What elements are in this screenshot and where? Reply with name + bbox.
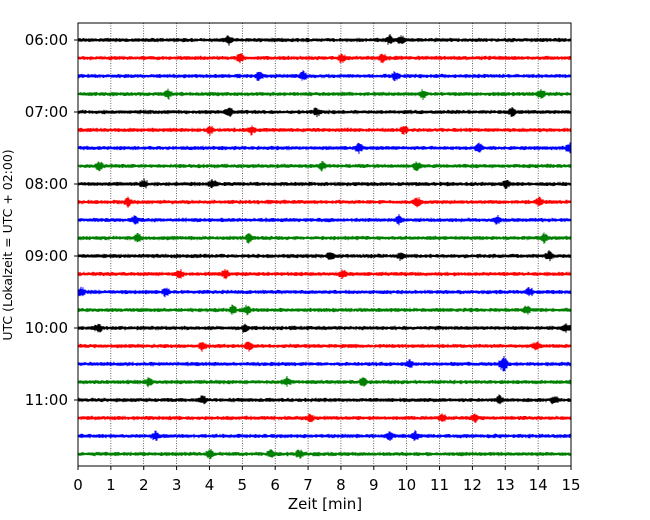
y-tick-label: 11:00: [25, 391, 68, 409]
x-tick-label: 11: [430, 476, 449, 494]
x-tick-label: 0: [73, 476, 83, 494]
x-tick-label: 8: [336, 476, 346, 494]
y-tick-label: 08:00: [25, 175, 68, 193]
y-axis-ticks: 06:00 07:00 08:00 09:00 10:00 11:00: [25, 31, 78, 409]
x-tick-label: 6: [270, 476, 280, 494]
x-axis-ticks: 0 1 2 3 4 5 6 7 8 9 10 11 12 13 14 15: [73, 466, 581, 494]
x-tick-label: 5: [238, 476, 248, 494]
x-tick-label: 2: [139, 476, 149, 494]
y-tick-label: 09:00: [25, 247, 68, 265]
x-tick-label: 3: [172, 476, 182, 494]
x-tick-label: 9: [369, 476, 379, 494]
x-tick-label: 15: [561, 476, 580, 494]
x-tick-label: 7: [303, 476, 313, 494]
x-tick-label: 12: [463, 476, 482, 494]
x-tick-label: 1: [106, 476, 116, 494]
y-axis-label: UTC (Lokalzeit = UTC + 02:00): [0, 149, 15, 340]
x-axis-label: Zeit [min]: [288, 495, 362, 513]
x-tick-label: 13: [496, 476, 515, 494]
x-tick-label: 10: [397, 476, 416, 494]
y-tick-label: 06:00: [25, 31, 68, 49]
y-tick-label: 07:00: [25, 103, 68, 121]
x-tick-label: 14: [529, 476, 548, 494]
plot-frame: [77, 22, 572, 467]
y-tick-label: 10:00: [25, 319, 68, 337]
x-tick-label: 4: [205, 476, 215, 494]
